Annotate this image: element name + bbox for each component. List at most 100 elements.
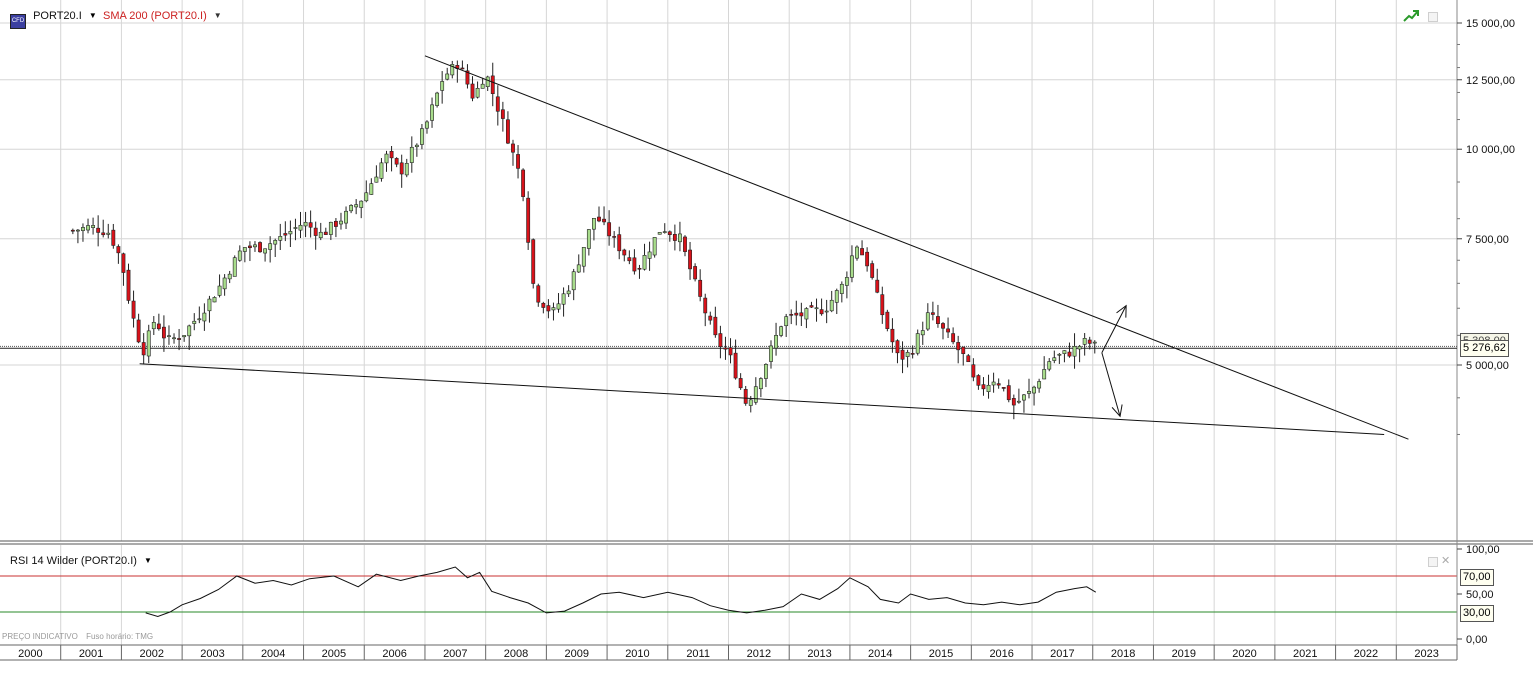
candle-bullish [75,229,80,232]
candle-bullish [657,232,662,235]
rsi-restore-icon[interactable] [1428,557,1438,567]
candle-bearish [941,323,945,329]
year-tick-label[interactable]: 2002 [140,648,164,660]
restore-icon[interactable] [1428,12,1438,22]
year-tick-label[interactable]: 2018 [1111,648,1135,660]
candle-bullish [414,144,419,148]
candle-bearish [637,267,642,270]
candle-bearish [101,232,106,236]
candle-bearish [116,246,121,254]
candle-bullish [839,283,844,294]
year-tick-label[interactable]: 2001 [79,648,103,660]
indicator-dropdown-icon[interactable]: ▼ [213,11,222,20]
year-tick-label[interactable]: 2003 [200,648,224,660]
projection-arrow[interactable] [1101,305,1127,354]
candle-bullish [303,221,308,227]
candle-bearish [96,227,101,233]
candle-bullish [263,248,268,254]
year-tick-label[interactable]: 2011 [686,648,710,660]
instrument-label: PORT20.I [33,10,82,22]
candle-bullish [81,227,85,231]
year-tick-label[interactable]: 2007 [443,648,467,660]
candle-bearish [258,242,262,253]
year-tick-label[interactable]: 2016 [989,648,1013,660]
year-tick-label[interactable]: 2020 [1232,648,1256,660]
year-tick-label[interactable]: 2019 [1172,648,1196,660]
candle-bearish [728,347,733,356]
rsi-grid [0,545,1457,645]
year-tick-label[interactable]: 2010 [625,648,649,660]
rsi-axis[interactable]: 0,00 50,00 100,00 [1457,544,1500,646]
candle-bearish [693,266,698,280]
candle-bearish [930,312,935,315]
year-tick-label[interactable]: 2009 [564,648,588,660]
year-tick-label[interactable]: 2017 [1050,648,1074,660]
candle-bearish [981,384,986,390]
candle-bullish [804,308,809,320]
rsi-indicator-selector[interactable]: RSI 14 Wilder (PORT20.I) ▼ [10,554,152,568]
trendline-drawings[interactable] [139,55,1409,440]
year-tick-label[interactable]: 2014 [868,648,892,660]
year-tick-label[interactable]: 2000 [18,648,42,660]
candle-bullish [146,330,151,357]
candle-bullish [829,299,834,312]
candle-bullish [581,247,586,267]
close-icon[interactable]: ✕ [1441,555,1451,567]
candle-bearish [1087,339,1092,344]
candle-bearish [622,249,627,256]
year-tick-label[interactable]: 2022 [1354,648,1378,660]
candle-bearish [961,346,966,354]
candle-bearish [247,245,252,249]
candle-bullish [586,229,591,249]
projection-arrow[interactable] [1101,352,1121,417]
candle-bearish [617,234,622,252]
year-tick-label[interactable]: 2012 [747,648,771,660]
candle-bearish [394,158,399,165]
year-tick-label[interactable]: 2013 [807,648,831,660]
trendline[interactable] [139,363,1385,435]
candle-bullish [167,335,171,337]
price-axis[interactable]: 5 000,00 7 500,00 10 000,00 12 500,00 15 000… [1457,18,1515,435]
year-tick-label[interactable]: 2021 [1293,648,1317,660]
year-tick-label[interactable]: 2006 [382,648,406,660]
instrument-dropdown-icon[interactable]: ▼ [88,11,97,20]
candle-bullish [850,255,854,278]
candle-bearish [966,355,971,363]
candle-bullish [662,231,667,233]
candle-bearish [743,389,748,404]
candle-bearish [880,294,885,316]
candle-bullish [425,121,429,129]
candle-bullish [678,233,682,243]
candle-bearish [141,342,146,356]
candle-bearish [895,340,900,354]
year-tick-label[interactable]: 2015 [929,648,953,660]
year-tick-label[interactable]: 2008 [504,648,528,660]
candle-bearish [1006,385,1011,401]
candle-bearish [399,162,404,175]
candle-bearish [698,279,703,297]
candle-bullish [242,247,247,252]
instrument-selector[interactable]: CFD PORT20.I ▼ [10,9,97,29]
trend-icon[interactable] [1403,9,1419,23]
year-tick-label[interactable]: 2004 [261,648,285,660]
candle-bullish [420,128,424,145]
candle-bearish [956,342,961,351]
candle-bullish [86,225,90,231]
trendline[interactable] [424,55,1409,440]
candle-bearish [121,253,126,273]
candle-bullish [1082,338,1087,345]
time-axis[interactable]: 2000 2001 2002 2003 2004 2005 2006 2007 2008 2009… [0,644,1458,661]
candle-bearish [865,251,870,267]
candle-bearish [526,197,531,243]
rsi-dropdown-icon[interactable]: ▼ [144,556,152,565]
candle-bearish [389,150,394,159]
indicator-selector[interactable]: SMA 200 (PORT20.I) ▼ [103,9,222,23]
candle-bullish [409,146,414,163]
candle-bullish [551,307,556,311]
year-tick-label[interactable]: 2005 [322,648,346,660]
candle-bearish [111,229,116,246]
candlestick-series [70,60,1097,420]
year-tick-label[interactable]: 2023 [1414,648,1438,660]
